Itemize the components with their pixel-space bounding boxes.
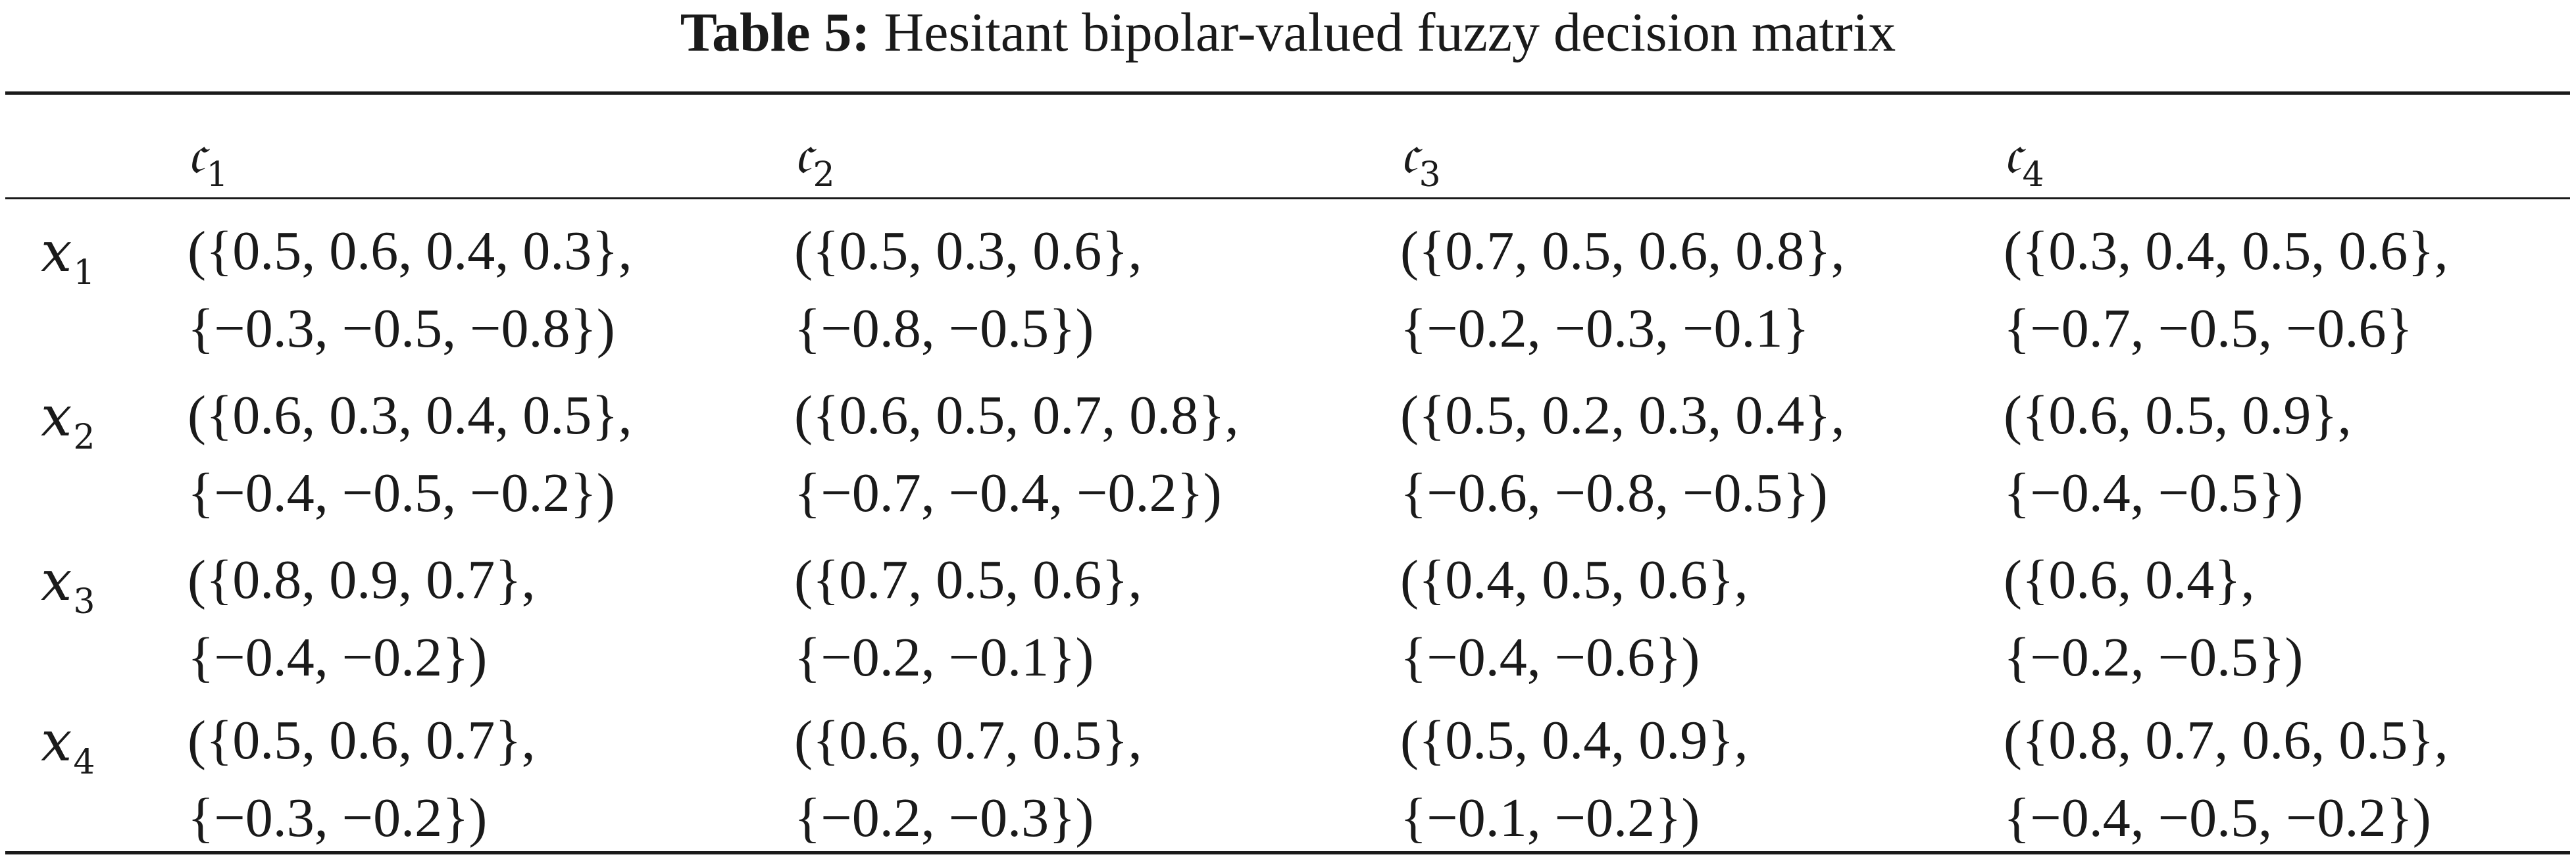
row-header-symbol: x1: [41, 220, 95, 293]
table-cell: ({0.3, 0.4, 0.5, 0.6}, {−0.7, −0.5, −0.6}: [2004, 212, 2448, 368]
row-header-letter: x: [41, 384, 72, 449]
positive-membership-set: ({0.7, 0.5, 0.6, 0.8},: [1400, 220, 1845, 282]
positive-membership-set: ({0.8, 0.9, 0.7},: [188, 549, 536, 610]
row-header-subscript: 3: [73, 581, 95, 622]
column-header-subscript: 2: [813, 155, 835, 195]
negative-membership-set: {−0.7, −0.4, −0.2}): [794, 462, 1222, 524]
table-cell: ({0.5, 0.6, 0.4, 0.3}, {−0.3, −0.5, −0.8}…: [188, 212, 632, 368]
column-header-symbol: 𝔠3: [1400, 122, 1441, 195]
table-cell: ({0.6, 0.7, 0.5}, {−0.2, −0.3}): [794, 702, 1142, 857]
positive-membership-set: ({0.6, 0.7, 0.5},: [794, 710, 1142, 771]
negative-membership-set: {−0.4, −0.6}): [1400, 627, 1700, 688]
row-header-symbol: x3: [41, 549, 95, 622]
table-cell: ({0.8, 0.7, 0.6, 0.5}, {−0.4, −0.5, −0.2}…: [2004, 702, 2448, 857]
column-header-symbol: 𝔠2: [794, 122, 835, 195]
caption-label: Table 5:: [680, 2, 871, 63]
positive-membership-set: ({0.5, 0.6, 0.4, 0.3},: [188, 220, 632, 282]
negative-membership-set: {−0.7, −0.5, −0.6}: [2004, 298, 2413, 359]
column-header-letter: 𝔠: [188, 122, 205, 186]
positive-membership-set: ({0.7, 0.5, 0.6},: [794, 549, 1142, 610]
negative-membership-set: {−0.2, −0.5}): [2004, 627, 2304, 688]
row-header-letter: x: [41, 220, 72, 284]
table-cell: ({0.7, 0.5, 0.6}, {−0.2, −0.1}): [794, 541, 1142, 697]
row-header-subscript: 4: [73, 742, 95, 782]
row-header-x3: x3: [41, 548, 172, 622]
negative-membership-set: {−0.2, −0.3}): [794, 787, 1094, 849]
negative-membership-set: {−0.1, −0.2}): [1400, 787, 1700, 849]
column-header-subscript: 3: [1419, 155, 1441, 195]
column-header-subscript: 1: [206, 155, 228, 195]
row-header-symbol: x2: [41, 384, 95, 457]
row-header-subscript: 2: [73, 417, 95, 457]
caption-text: Hesitant bipolar-valued fuzzy decision m…: [884, 2, 1896, 63]
row-header-letter: x: [41, 549, 72, 613]
positive-membership-set: ({0.5, 0.4, 0.9},: [1400, 710, 1748, 771]
top-rule: [5, 91, 2570, 95]
negative-membership-set: {−0.3, −0.5, −0.8}): [188, 298, 615, 359]
row-header-x1: x1: [41, 219, 172, 293]
positive-membership-set: ({0.6, 0.5, 0.7, 0.8},: [794, 385, 1239, 446]
table-cell: ({0.6, 0.4}, {−0.2, −0.5}): [2004, 541, 2303, 697]
table-cell: ({0.6, 0.3, 0.4, 0.5}, {−0.4, −0.5, −0.2}…: [188, 377, 632, 532]
negative-membership-set: {−0.3, −0.2}): [188, 787, 488, 849]
column-header-symbol: 𝔠4: [2004, 122, 2044, 195]
column-header-c3: 𝔠3: [1400, 121, 1441, 195]
positive-membership-set: ({0.8, 0.7, 0.6, 0.5},: [2004, 710, 2448, 771]
table-cell: ({0.5, 0.4, 0.9}, {−0.1, −0.2}): [1400, 702, 1748, 857]
column-header-letter: 𝔠: [2004, 122, 2021, 186]
table-cell: ({0.4, 0.5, 0.6}, {−0.4, −0.6}): [1400, 541, 1748, 697]
negative-membership-set: {−0.2, −0.3, −0.1}: [1400, 298, 1809, 359]
row-header-x2: x2: [41, 383, 172, 457]
column-header-letter: 𝔠: [1400, 122, 1418, 186]
column-header-letter: 𝔠: [794, 122, 812, 186]
positive-membership-set: ({0.5, 0.3, 0.6},: [794, 220, 1142, 282]
header-rule: [5, 197, 2570, 199]
negative-membership-set: {−0.4, −0.5, −0.2}): [188, 462, 615, 524]
column-header-c2: 𝔠2: [794, 121, 835, 195]
negative-membership-set: {−0.4, −0.5}): [2004, 462, 2304, 524]
positive-membership-set: ({0.4, 0.5, 0.6},: [1400, 549, 1748, 610]
table-cell: ({0.6, 0.5, 0.7, 0.8}, {−0.7, −0.4, −0.2}…: [794, 377, 1239, 532]
table-caption: Table 5: Hesitant bipolar-valued fuzzy d…: [0, 0, 2576, 66]
table-cell: ({0.8, 0.9, 0.7}, {−0.4, −0.2}): [188, 541, 536, 697]
column-header-subscript: 4: [2022, 155, 2044, 195]
positive-membership-set: ({0.5, 0.2, 0.3, 0.4},: [1400, 385, 1845, 446]
negative-membership-set: {−0.2, −0.1}): [794, 627, 1094, 688]
table-cell: ({0.5, 0.6, 0.7}, {−0.3, −0.2}): [188, 702, 536, 857]
row-header-symbol: x4: [41, 709, 95, 782]
column-header-c1: 𝔠1: [188, 121, 228, 195]
table-cell: ({0.7, 0.5, 0.6, 0.8}, {−0.2, −0.3, −0.1}: [1400, 212, 1845, 368]
table-cell: ({0.5, 0.2, 0.3, 0.4}, {−0.6, −0.8, −0.5}…: [1400, 377, 1845, 532]
negative-membership-set: {−0.4, −0.2}): [188, 627, 488, 688]
negative-membership-set: {−0.6, −0.8, −0.5}): [1400, 462, 1828, 524]
positive-membership-set: ({0.3, 0.4, 0.5, 0.6},: [2004, 220, 2448, 282]
table-cell: ({0.5, 0.3, 0.6}, {−0.8, −0.5}): [794, 212, 1142, 368]
bottom-rule: [5, 851, 2570, 854]
table-cell: ({0.6, 0.5, 0.9}, {−0.4, −0.5}): [2004, 377, 2352, 532]
negative-membership-set: {−0.8, −0.5}): [794, 298, 1094, 359]
column-header-c4: 𝔠4: [2004, 121, 2044, 195]
positive-membership-set: ({0.6, 0.4},: [2004, 549, 2255, 610]
column-header-symbol: 𝔠1: [188, 122, 228, 195]
positive-membership-set: ({0.5, 0.6, 0.7},: [188, 710, 536, 771]
row-header-subscript: 1: [73, 253, 95, 293]
positive-membership-set: ({0.6, 0.3, 0.4, 0.5},: [188, 385, 632, 446]
row-header-x4: x4: [41, 708, 172, 782]
negative-membership-set: {−0.4, −0.5, −0.2}): [2004, 787, 2431, 849]
row-header-letter: x: [41, 709, 72, 774]
positive-membership-set: ({0.6, 0.5, 0.9},: [2004, 385, 2352, 446]
